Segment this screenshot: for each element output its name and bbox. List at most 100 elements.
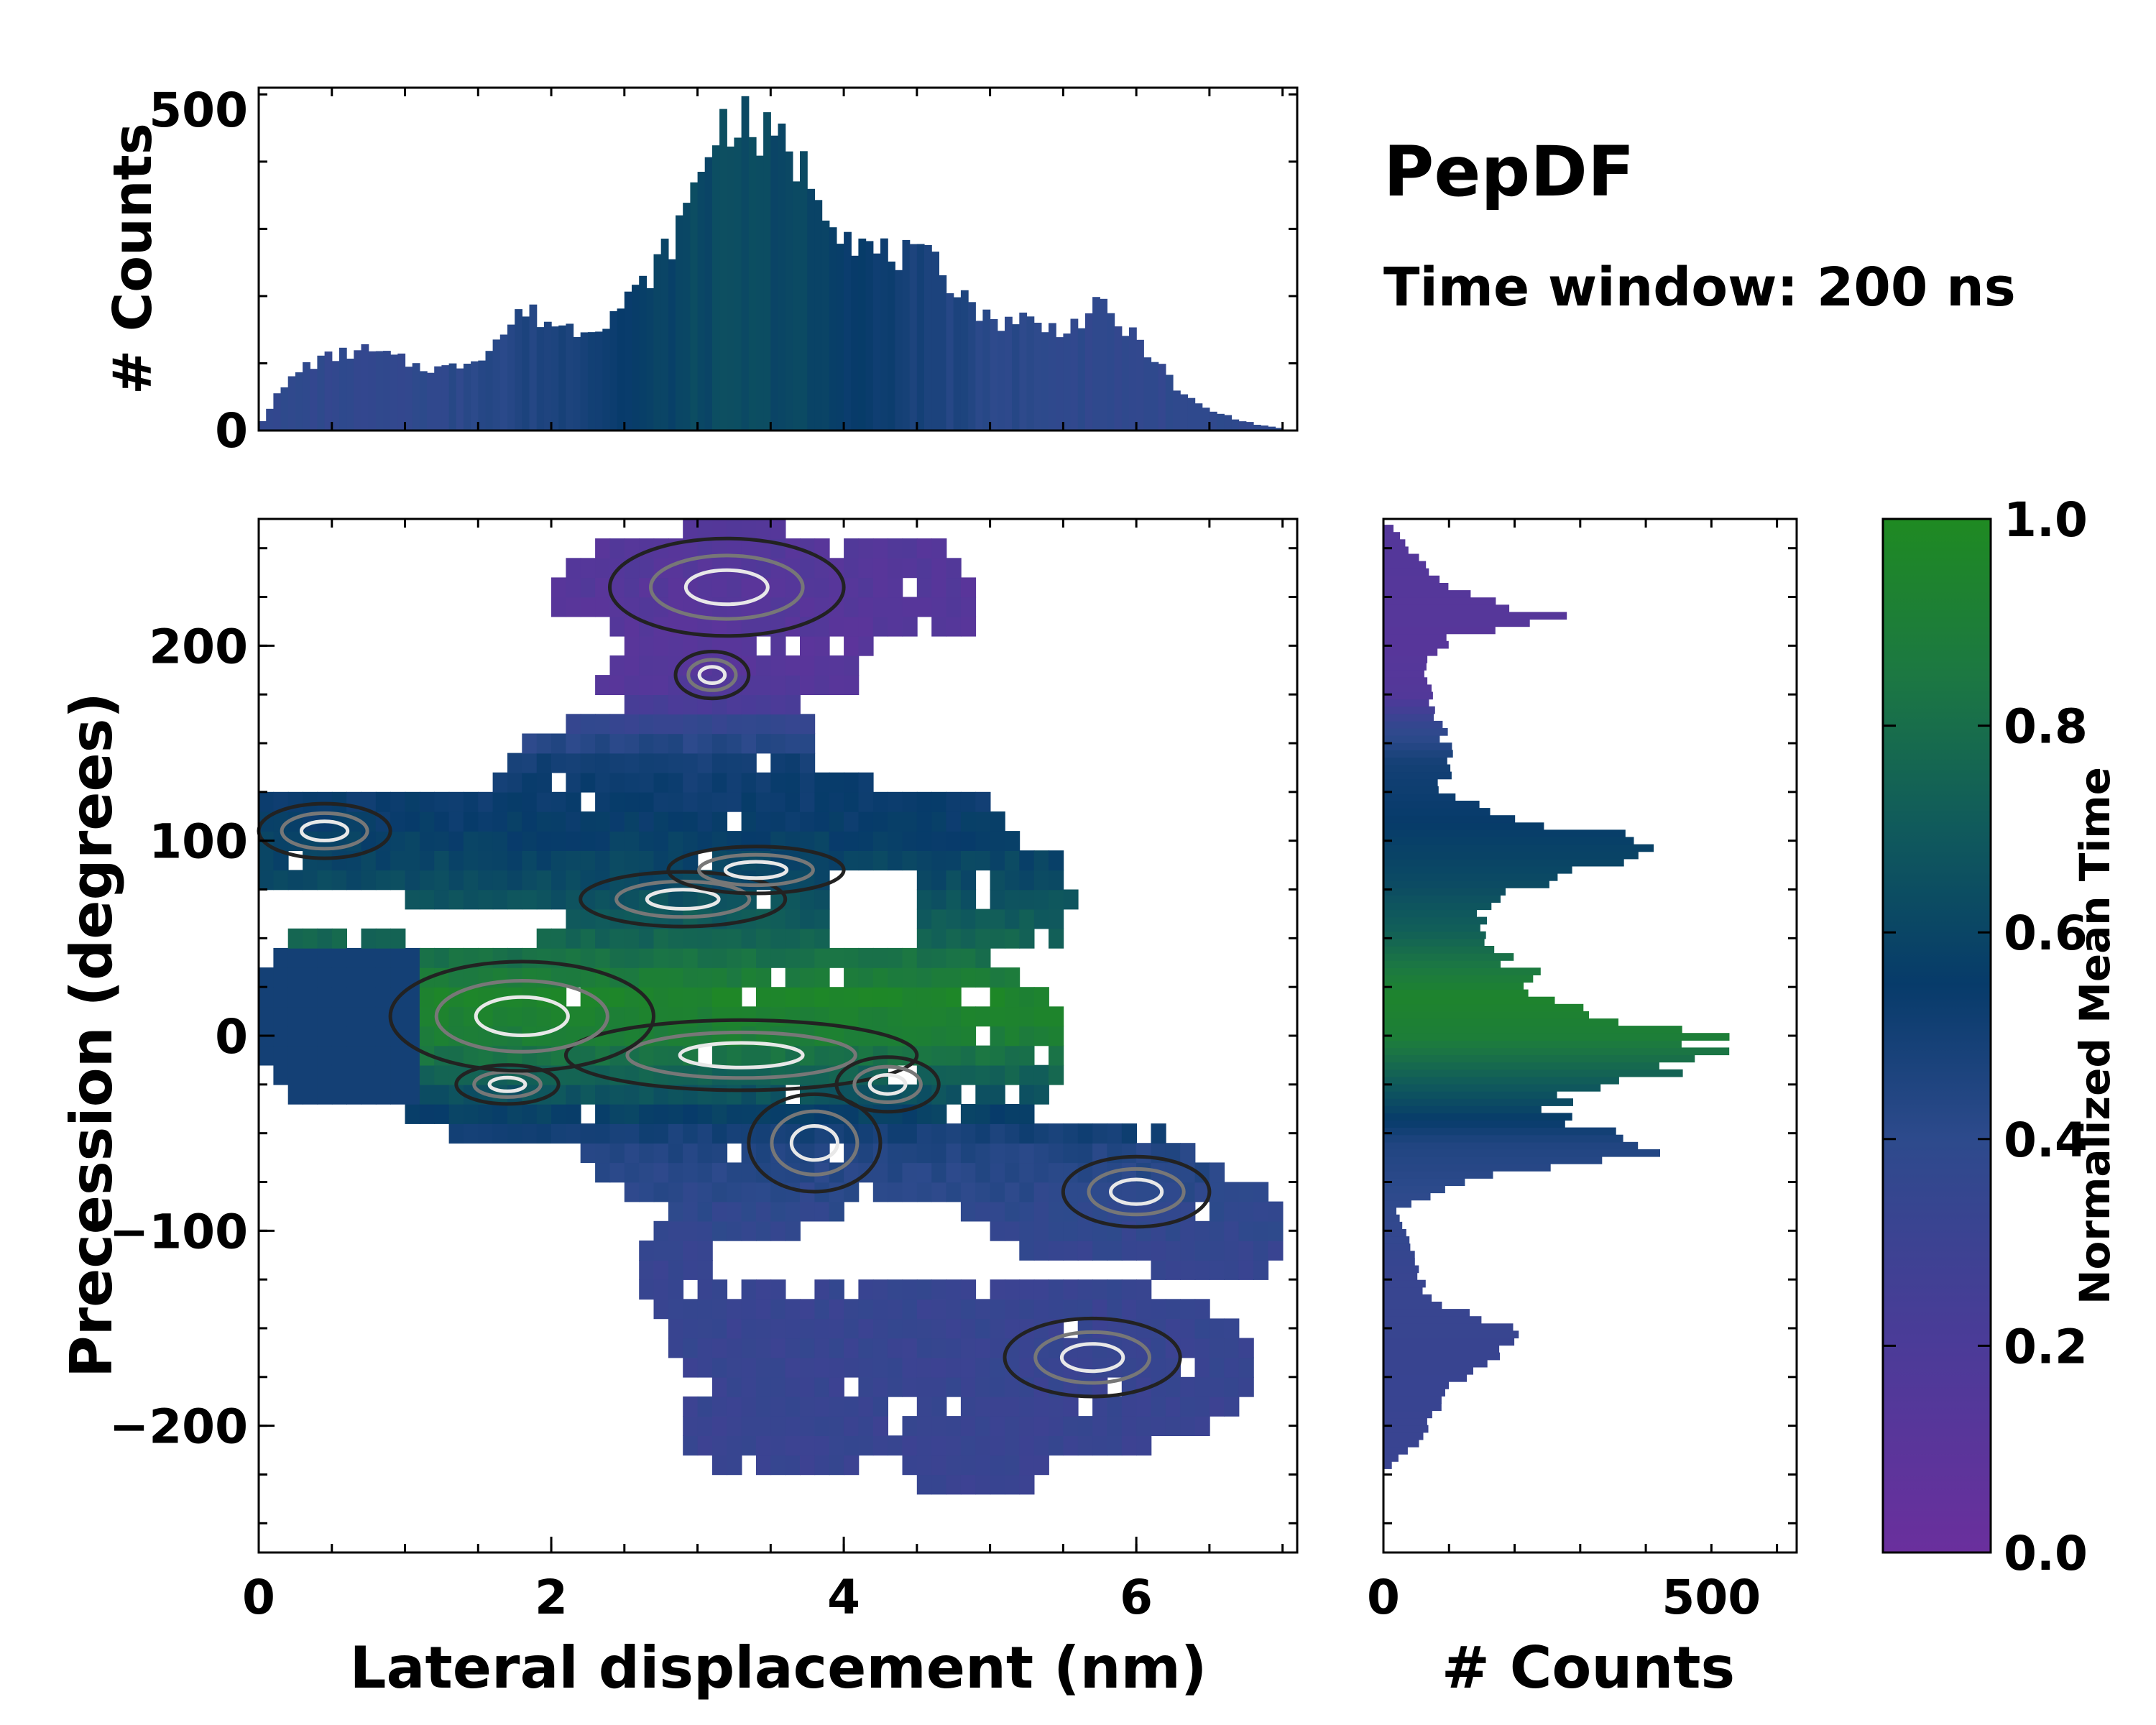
heatmap-cell bbox=[609, 577, 625, 598]
heatmap-cell bbox=[946, 558, 962, 579]
heatmap-cell bbox=[1209, 1260, 1225, 1280]
contour-ring bbox=[454, 1063, 561, 1106]
heatmap-cell bbox=[1136, 1299, 1152, 1320]
heatmap-cell bbox=[1180, 1338, 1196, 1358]
heatmap-cell bbox=[361, 1084, 377, 1105]
heatmap-cell bbox=[639, 753, 655, 773]
heatmap-cell bbox=[624, 1162, 640, 1183]
heatmap-cell bbox=[1136, 1416, 1152, 1436]
heatmap-cell bbox=[1092, 1416, 1108, 1436]
heatmap-cell bbox=[916, 1162, 932, 1183]
top-bar bbox=[580, 332, 589, 431]
contour-ring bbox=[487, 1075, 528, 1093]
heatmap-cell bbox=[931, 1104, 947, 1124]
heatmap-cell bbox=[639, 714, 655, 735]
heatmap-cell bbox=[405, 1084, 420, 1105]
right-bar bbox=[1383, 1047, 1730, 1056]
right-bar bbox=[1383, 1338, 1515, 1346]
heatmap-cell bbox=[463, 1045, 479, 1066]
heatmap-cell bbox=[551, 811, 567, 832]
heatmap-cell bbox=[697, 733, 713, 754]
heatmap-cell bbox=[624, 928, 640, 949]
heatmap-cell bbox=[1209, 1376, 1225, 1397]
heatmap-cell bbox=[536, 850, 552, 871]
heatmap-cell bbox=[624, 1064, 640, 1085]
right-bar bbox=[1383, 633, 1447, 642]
heatmap-cell bbox=[1063, 1416, 1079, 1436]
heatmap-cell bbox=[595, 558, 611, 579]
heatmap-cell bbox=[990, 1045, 1005, 1066]
colorbar-tick-label: 0.0 bbox=[2004, 1526, 2088, 1581]
heatmap-cell bbox=[975, 791, 991, 812]
heatmap-cell bbox=[960, 811, 977, 832]
heatmap-cell bbox=[624, 616, 640, 637]
heatmap-cell bbox=[888, 850, 903, 871]
heatmap-cell bbox=[566, 967, 581, 988]
heatmap-cell bbox=[507, 831, 523, 851]
right-bar bbox=[1383, 1294, 1432, 1302]
top-bar bbox=[368, 351, 377, 431]
heatmap-cell bbox=[741, 1416, 757, 1436]
heatmap-cell bbox=[711, 1064, 728, 1085]
heatmap-cell bbox=[405, 1006, 420, 1027]
heatmap-cell bbox=[390, 947, 406, 968]
heatmap-cell bbox=[946, 870, 962, 891]
heatmap-cell bbox=[785, 811, 801, 832]
heatmap-cell bbox=[331, 791, 347, 812]
heatmap-cell bbox=[668, 967, 684, 988]
heatmap-cell bbox=[1180, 1318, 1196, 1339]
top-bar bbox=[1180, 394, 1188, 431]
top-bar bbox=[909, 244, 918, 431]
heatmap-cell bbox=[800, 1416, 816, 1436]
heatmap-cell bbox=[463, 987, 479, 1008]
heatmap-cell bbox=[1224, 1240, 1240, 1261]
heatmap-cell bbox=[1077, 1279, 1093, 1300]
right-bar bbox=[1383, 553, 1419, 562]
heatmap-cell bbox=[916, 908, 932, 929]
heatmap-cell bbox=[785, 1299, 801, 1320]
heatmap-cell bbox=[478, 791, 494, 812]
heatmap-cell bbox=[463, 1026, 479, 1046]
heatmap-cell bbox=[668, 987, 684, 1008]
heatmap-cell bbox=[1005, 850, 1021, 871]
heatmap-cell bbox=[1049, 1026, 1064, 1046]
heatmap-cell bbox=[507, 947, 523, 968]
heatmap-cell bbox=[1238, 1260, 1254, 1280]
top-bar bbox=[690, 182, 699, 431]
heatmap-cell bbox=[697, 1299, 713, 1320]
contour-ring bbox=[1033, 1330, 1151, 1385]
heatmap-cell bbox=[770, 1396, 786, 1417]
main-ticks bbox=[257, 519, 1297, 1552]
heatmap-cell bbox=[829, 772, 844, 793]
heatmap-cell bbox=[683, 889, 699, 910]
heatmap-cell bbox=[317, 1026, 333, 1046]
heatmap-cell bbox=[888, 947, 903, 968]
heatmap-cell bbox=[756, 1396, 772, 1417]
heatmap-cell bbox=[800, 655, 816, 676]
right-bar bbox=[1383, 539, 1406, 547]
heatmap-cell bbox=[492, 772, 508, 793]
heatmap-cell bbox=[960, 831, 977, 851]
heatmap-cell bbox=[536, 753, 552, 773]
heatmap-cell bbox=[1107, 1416, 1123, 1436]
heatmap-cell bbox=[785, 1376, 801, 1397]
heatmap-cell bbox=[1238, 1182, 1254, 1202]
heatmap-cell bbox=[975, 1143, 991, 1164]
top-bar bbox=[471, 361, 479, 431]
heatmap-cell bbox=[800, 1396, 816, 1417]
heatmap-cell bbox=[741, 928, 757, 949]
heatmap-cell bbox=[858, 1143, 874, 1164]
heatmap-cell bbox=[946, 889, 962, 910]
heatmap-cell bbox=[317, 850, 333, 871]
heatmap-cell bbox=[639, 811, 655, 832]
heatmap-cell bbox=[1224, 1338, 1240, 1358]
heatmap-cell bbox=[522, 947, 538, 968]
heatmap-cell bbox=[990, 1416, 1005, 1436]
top-bar bbox=[953, 297, 962, 431]
heatmap-cell bbox=[624, 811, 640, 832]
heatmap-cell bbox=[888, 1318, 903, 1339]
heatmap-cell bbox=[1209, 1240, 1225, 1261]
heatmap-cell bbox=[1092, 1435, 1108, 1456]
heatmap-cell bbox=[1165, 1376, 1181, 1397]
heatmap-cell bbox=[273, 1026, 289, 1046]
